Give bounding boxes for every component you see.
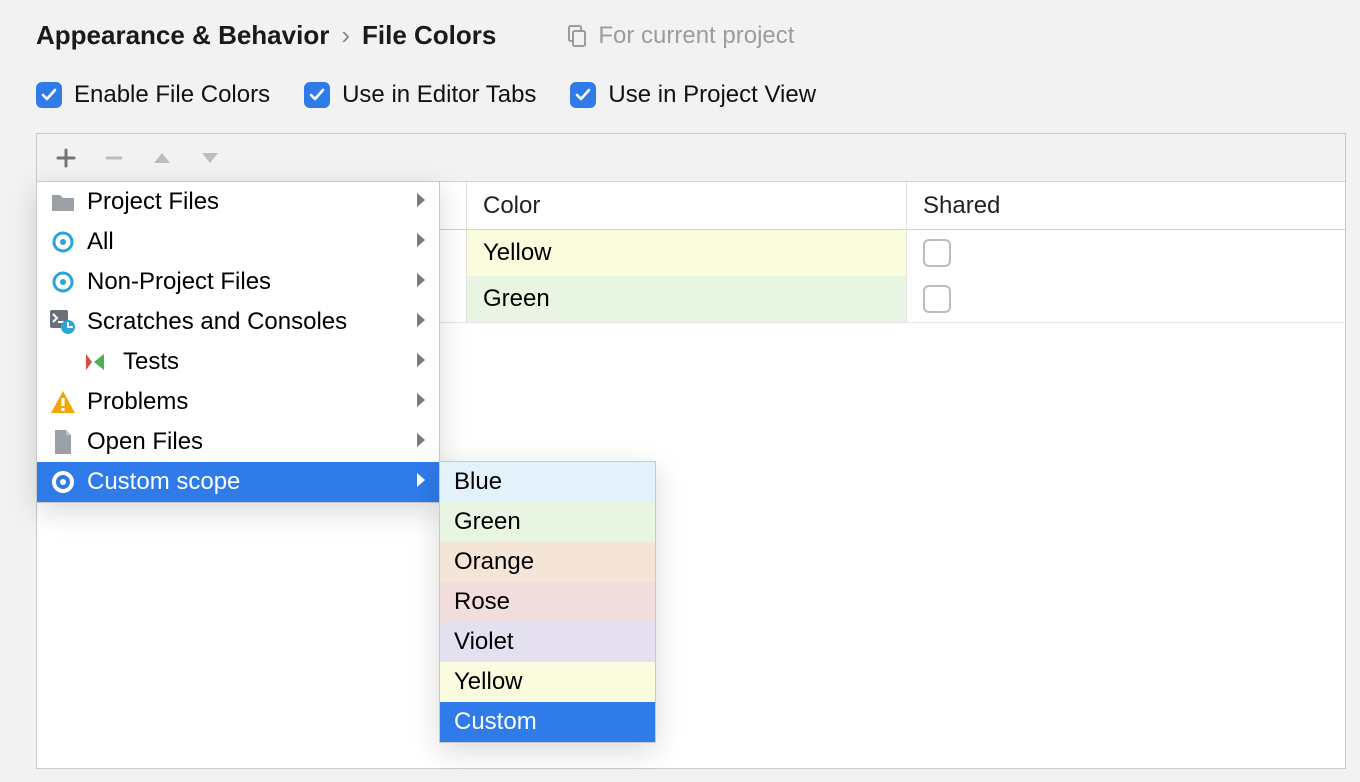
color-menu-item-label: Custom — [454, 708, 537, 736]
target-icon — [49, 228, 77, 256]
option-use-in-project-view[interactable]: Use in Project View — [570, 81, 816, 109]
checkbox-checked-icon — [36, 82, 62, 108]
color-menu-item[interactable]: Rose — [440, 582, 655, 622]
shared-checkbox[interactable] — [923, 285, 951, 313]
color-menu-item[interactable]: Violet — [440, 622, 655, 662]
folder-icon — [49, 188, 77, 216]
scope-menu-item-label: Open Files — [87, 428, 203, 456]
scope-menu-item[interactable]: Non-Project Files — [37, 262, 439, 302]
chevron-right-icon — [415, 388, 427, 416]
cell-color: Yellow — [467, 230, 907, 276]
breadcrumb-separator: › — [341, 20, 350, 51]
remove-button[interactable] — [103, 147, 125, 169]
color-menu-item-label: Orange — [454, 548, 534, 576]
cell-shared — [907, 230, 1345, 276]
breadcrumb-current: File Colors — [362, 20, 496, 51]
chevron-right-icon — [415, 308, 427, 336]
scope-menu-item[interactable]: Tests — [37, 342, 439, 382]
move-up-button[interactable] — [151, 147, 173, 169]
color-menu-item[interactable]: Custom — [440, 702, 655, 742]
add-button[interactable] — [55, 147, 77, 169]
chevron-right-icon — [415, 348, 427, 376]
file-colors-toolbar — [37, 134, 1345, 182]
color-popup-menu: Blue Green Orange Rose Violet Yellow Custom — [439, 461, 656, 743]
option-use-in-project-view-label: Use in Project View — [608, 81, 816, 109]
column-header-color[interactable]: Color — [467, 182, 907, 229]
scope-menu-item-label: Custom scope — [87, 468, 240, 496]
scope-menu-item[interactable]: Custom scope — [37, 462, 439, 502]
breadcrumb-parent[interactable]: Appearance & Behavior — [36, 20, 329, 51]
copy-icon — [566, 25, 588, 47]
color-menu-item[interactable]: Orange — [440, 542, 655, 582]
color-menu-item[interactable]: Green — [440, 502, 655, 542]
scratch-icon — [49, 308, 77, 336]
project-scope-hint: For current project — [566, 22, 794, 50]
color-menu-item-label: Rose — [454, 588, 510, 616]
scope-menu-item[interactable]: Scratches and Consoles — [37, 302, 439, 342]
move-down-button[interactable] — [199, 147, 221, 169]
chevron-right-icon — [415, 428, 427, 456]
shared-checkbox[interactable] — [923, 239, 951, 267]
options-row: Enable File Colors Use in Editor Tabs Us… — [0, 51, 1360, 133]
scope-menu-item-label: Scratches and Consoles — [87, 308, 347, 336]
scope-menu-item[interactable]: Problems — [37, 382, 439, 422]
chevron-right-icon — [415, 268, 427, 296]
cell-shared — [907, 276, 1345, 322]
option-use-in-editor-tabs[interactable]: Use in Editor Tabs — [304, 81, 536, 109]
chevron-right-icon — [415, 188, 427, 216]
color-menu-item-label: Violet — [454, 628, 514, 656]
color-menu-item-label: Blue — [454, 468, 502, 496]
scope-menu-item-label: Project Files — [87, 188, 219, 216]
scope-menu-item-label: Non-Project Files — [87, 268, 271, 296]
scope-menu-item-label: Problems — [87, 388, 188, 416]
scope-popup-menu: Project Files All Non-Project Files Scratch… — [36, 181, 440, 503]
scope-menu-item[interactable]: Project Files — [37, 182, 439, 222]
file-colors-panel: Scope Color Shared Yellow Green Project … — [36, 133, 1346, 769]
color-menu-item[interactable]: Blue — [440, 462, 655, 502]
chevron-right-icon — [415, 468, 427, 496]
color-menu-item[interactable]: Yellow — [440, 662, 655, 702]
option-enable-file-colors[interactable]: Enable File Colors — [36, 81, 270, 109]
project-scope-hint-label: For current project — [598, 22, 794, 50]
option-enable-file-colors-label: Enable File Colors — [74, 81, 270, 109]
column-header-shared[interactable]: Shared — [907, 182, 1345, 229]
target-bold-icon — [49, 468, 77, 496]
settings-header: Appearance & Behavior › File Colors For … — [0, 0, 1360, 51]
color-menu-item-label: Yellow — [454, 668, 523, 696]
scope-menu-item[interactable]: All — [37, 222, 439, 262]
warning-icon — [49, 388, 77, 416]
tests-icon — [85, 348, 113, 376]
target-icon — [49, 268, 77, 296]
checkbox-checked-icon — [304, 82, 330, 108]
scope-menu-item-label: All — [87, 228, 114, 256]
chevron-right-icon — [415, 228, 427, 256]
checkbox-checked-icon — [570, 82, 596, 108]
color-menu-item-label: Green — [454, 508, 521, 536]
file-icon — [49, 428, 77, 456]
option-use-in-editor-tabs-label: Use in Editor Tabs — [342, 81, 536, 109]
scope-menu-item[interactable]: Open Files — [37, 422, 439, 462]
scope-menu-item-label: Tests — [123, 348, 179, 376]
cell-color: Green — [467, 276, 907, 322]
